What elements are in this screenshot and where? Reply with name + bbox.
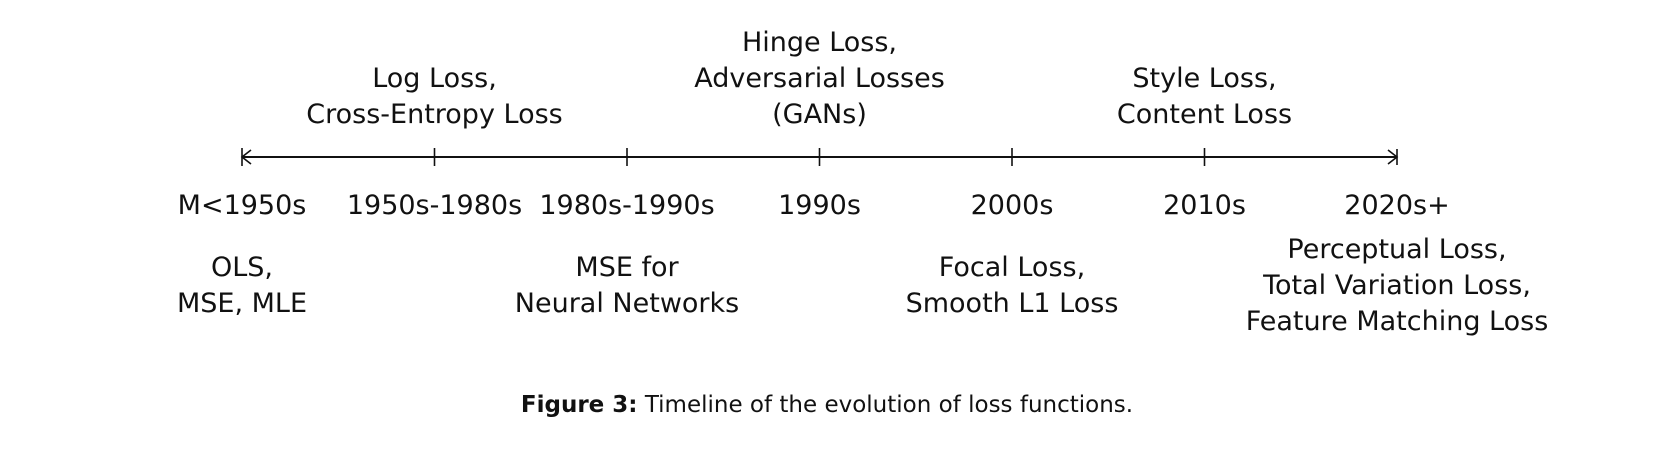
period-label: 1980s-1990s bbox=[539, 190, 715, 221]
axis-start-arrowhead bbox=[240, 149, 252, 165]
event-label-above: Style Loss, Content Loss bbox=[1117, 61, 1292, 133]
event-label-below: OLS, MSE, MLE bbox=[177, 250, 307, 322]
event-line: Style Loss, bbox=[1132, 63, 1277, 94]
event-label-below: MSE for Neural Networks bbox=[515, 250, 739, 322]
caption-text: Timeline of the evolution of loss functi… bbox=[644, 392, 1134, 418]
event-line: OLS, bbox=[210, 252, 273, 283]
event-line: MSE, MLE bbox=[176, 288, 308, 319]
period-label: 1950s-1980s bbox=[346, 190, 523, 221]
period-label: 1990s bbox=[778, 190, 861, 221]
event-label-above: Hinge Loss, Adversarial Losses (GANs) bbox=[694, 25, 945, 133]
event-line: Perceptual Loss, bbox=[1287, 234, 1507, 265]
event-line: Neural Networks bbox=[514, 288, 740, 319]
event-line: MSE for bbox=[575, 252, 679, 283]
event-label-above: Log Loss, Cross-Entropy Loss bbox=[306, 61, 562, 133]
period-label: 2020s+ bbox=[1344, 190, 1450, 221]
event-line: Feature Matching Loss bbox=[1245, 306, 1549, 337]
event-line: Smooth L1 Loss bbox=[905, 288, 1119, 319]
event-line: Log Loss, bbox=[372, 63, 497, 94]
event-line: Hinge Loss, bbox=[741, 27, 898, 58]
event-label-below: Perceptual Loss, Total Variation Loss, Fea… bbox=[1246, 232, 1549, 340]
event-line: Focal Loss, bbox=[938, 252, 1086, 283]
event-line: (GANs) bbox=[772, 99, 867, 130]
period-label: 2000s bbox=[970, 190, 1054, 221]
event-line: Content Loss bbox=[1116, 99, 1293, 130]
period-label: 2010s bbox=[1163, 190, 1246, 221]
caption-label: Figure 3: bbox=[520, 392, 638, 418]
period-label: M<1950s bbox=[177, 190, 307, 221]
figure-caption: Figure 3: Timeline of the evolution of l… bbox=[521, 392, 1133, 418]
event-label-below: Focal Loss, Smooth L1 Loss bbox=[906, 250, 1119, 322]
event-line: Adversarial Losses bbox=[694, 63, 945, 94]
event-line: Total Variation Loss, bbox=[1263, 270, 1531, 301]
event-line: Cross-Entropy Loss bbox=[306, 99, 563, 130]
